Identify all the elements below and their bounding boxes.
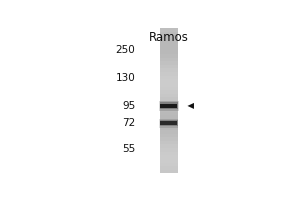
Bar [160,101,178,105]
Bar [160,166,178,170]
Bar [160,29,178,173]
Bar [160,123,178,126]
Bar [160,119,178,123]
Bar [160,115,178,119]
Bar [160,97,178,101]
Bar [160,65,178,68]
Bar [160,76,178,79]
Bar [160,133,178,137]
Bar [160,162,178,166]
Bar [160,141,178,144]
Text: 72: 72 [122,118,135,128]
Bar [160,86,178,90]
Bar [160,121,177,125]
Bar [160,50,178,54]
Text: 55: 55 [122,144,135,154]
Text: Ramos: Ramos [149,31,189,44]
Bar [160,152,178,155]
Bar [160,90,178,94]
Bar [160,148,178,152]
Bar [160,104,178,108]
Text: 250: 250 [116,45,135,55]
Bar [160,43,178,47]
Bar [160,36,178,39]
Bar [160,159,178,163]
Bar [160,144,178,148]
Bar [160,68,178,72]
Bar [160,104,177,108]
Polygon shape [188,103,194,109]
Bar [160,170,178,173]
Bar [160,130,178,134]
Bar [160,108,178,112]
Text: 95: 95 [122,101,135,111]
Bar [160,112,178,115]
Bar [160,79,178,83]
Bar [160,28,178,32]
Bar [160,94,178,97]
Bar [160,155,178,159]
Bar [160,57,178,61]
Bar [160,47,178,50]
Bar [159,119,178,128]
Bar [160,120,178,126]
Bar [160,61,178,65]
Bar [160,54,178,58]
Bar [160,39,178,43]
Bar [160,126,178,130]
Bar [160,32,178,36]
Bar [160,137,178,141]
Bar [159,101,178,111]
Bar [160,83,178,87]
Bar [160,102,178,109]
Bar [160,72,178,76]
Text: 130: 130 [116,73,135,83]
